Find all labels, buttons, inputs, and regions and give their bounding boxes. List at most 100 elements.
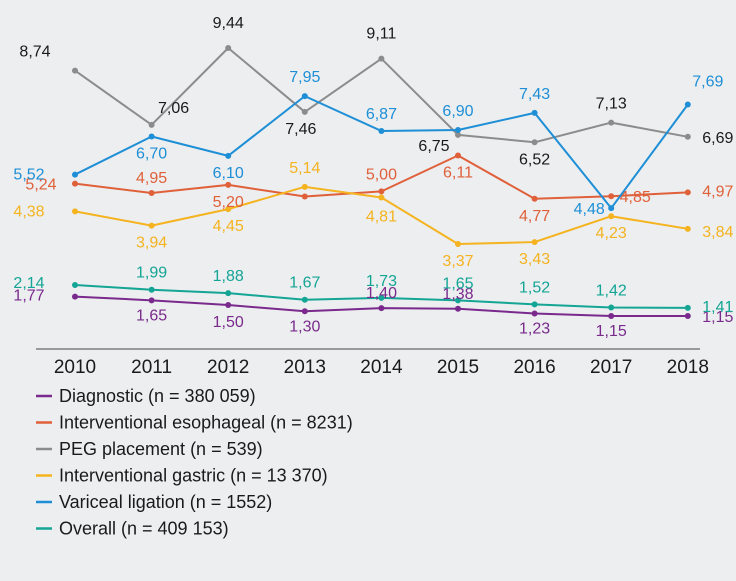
data-point-diagnostic: [301, 308, 308, 315]
x-tick-label: 2017: [590, 357, 632, 378]
data-point-interventional-esophageal: [608, 193, 615, 200]
data-point-interventional-esophageal: [378, 188, 385, 195]
data-label-diagnostic: 1,65: [136, 307, 167, 324]
data-label-interventional-esophageal: 5,00: [366, 166, 397, 183]
data-point-variceal-ligation: [301, 93, 308, 100]
data-point-overall: [72, 282, 78, 288]
data-label-variceal-ligation: 7,95: [289, 69, 320, 86]
data-point-overall: [301, 296, 308, 303]
data-label-peg-placement: 9,44: [213, 15, 244, 32]
data-label-variceal-ligation: 6,87: [366, 106, 397, 123]
data-label-interventional-gastric: 4,38: [13, 203, 44, 220]
data-point-peg-placement: [225, 45, 232, 51]
legend-label: Diagnostic (n = 380 059): [59, 386, 256, 406]
x-tick-label: 2016: [513, 357, 555, 378]
data-point-overall: [148, 286, 155, 293]
data-point-variceal-ligation: [378, 127, 385, 134]
data-label-overall: 1,73: [366, 273, 397, 290]
data-label-diagnostic: 1,23: [519, 320, 550, 337]
data-point-peg-placement: [148, 121, 155, 128]
data-label-overall: 1,65: [442, 275, 473, 292]
data-label-diagnostic: 1,40: [366, 285, 397, 302]
data-point-overall: [225, 290, 232, 297]
data-label-interventional-esophageal: 6,11: [443, 165, 473, 182]
data-label-peg-placement: 8,74: [19, 44, 50, 61]
data-point-diagnostic: [531, 310, 538, 317]
data-point-peg-placement: [72, 67, 78, 74]
data-point-diagnostic: [378, 305, 385, 312]
data-label-interventional-esophageal: 4,85: [620, 189, 651, 206]
data-point-overall: [684, 304, 691, 311]
data-point-overall: [531, 301, 538, 308]
data-point-interventional-gastric: [301, 183, 308, 190]
data-label-diagnostic: 1,50: [213, 314, 244, 331]
data-point-variceal-ligation: [684, 101, 691, 108]
data-label-interventional-esophageal: 4,77: [519, 208, 550, 225]
data-point-diagnostic: [684, 313, 691, 319]
data-label-variceal-ligation: 6,90: [442, 103, 473, 120]
data-point-interventional-esophageal: [455, 152, 461, 159]
data-point-peg-placement: [455, 131, 461, 138]
data-label-interventional-gastric: 3,94: [136, 235, 167, 252]
data-label-interventional-gastric: 4,23: [596, 225, 627, 242]
data-point-overall: [455, 297, 461, 304]
data-label-overall: 1,52: [519, 279, 550, 296]
data-point-diagnostic: [225, 302, 232, 309]
data-point-interventional-gastric: [455, 241, 461, 247]
data-label-peg-placement: 7,13: [596, 96, 627, 113]
data-point-variceal-ligation: [608, 205, 615, 212]
data-label-diagnostic: 1,30: [289, 318, 320, 335]
x-tick-label: 2012: [207, 357, 249, 378]
data-label-variceal-ligation: 6,70: [136, 145, 167, 162]
data-label-diagnostic: 1,15: [702, 309, 733, 326]
data-label-interventional-esophageal: 5,24: [25, 177, 56, 194]
data-label-variceal-ligation: 5,52: [13, 167, 44, 184]
data-label-interventional-gastric: 5,14: [289, 160, 320, 177]
data-label-diagnostic: 1,15: [596, 323, 627, 340]
data-label-diagnostic: 1,38: [442, 286, 473, 303]
legend-label: Interventional esophageal (n = 8231): [59, 413, 353, 433]
data-label-interventional-gastric: 3,84: [702, 224, 733, 241]
data-label-overall: 2,14: [13, 275, 44, 292]
data-label-peg-placement: 7,46: [285, 121, 316, 138]
data-label-overall: 1,41: [702, 299, 733, 316]
data-point-interventional-gastric: [72, 208, 78, 215]
data-label-interventional-gastric: 3,37: [442, 253, 473, 270]
data-point-peg-placement: [684, 133, 691, 140]
legend-label: PEG placement (n = 539): [59, 439, 263, 459]
data-label-interventional-gastric: 3,43: [519, 251, 550, 268]
data-point-diagnostic: [455, 305, 461, 312]
data-point-peg-placement: [301, 108, 308, 115]
data-point-variceal-ligation: [148, 133, 155, 140]
data-point-interventional-esophageal: [531, 195, 538, 202]
data-label-peg-placement: 7,06: [158, 100, 189, 117]
x-tick-label: 2015: [437, 357, 479, 378]
data-point-peg-placement: [531, 139, 538, 146]
data-label-interventional-esophageal: 4,97: [702, 183, 733, 200]
data-point-interventional-gastric: [148, 222, 155, 229]
data-label-peg-placement: 6,75: [418, 138, 449, 155]
data-point-overall: [608, 304, 615, 311]
legend-label: Variceal ligation (n = 1552): [59, 492, 272, 512]
data-point-interventional-gastric: [225, 206, 232, 213]
data-label-variceal-ligation: 7,43: [519, 86, 550, 103]
data-point-diagnostic: [148, 297, 155, 304]
data-point-interventional-gastric: [684, 225, 691, 232]
x-tick-label: 2010: [54, 357, 96, 378]
legend-label: Overall (n = 409 153): [59, 519, 229, 539]
data-point-interventional-gastric: [378, 194, 385, 201]
data-point-diagnostic: [608, 313, 615, 319]
data-point-interventional-gastric: [608, 213, 615, 220]
data-point-peg-placement: [608, 119, 615, 126]
data-label-overall: 1,42: [596, 283, 627, 300]
data-point-overall: [378, 294, 385, 301]
data-label-overall: 1,67: [289, 275, 320, 292]
data-point-variceal-ligation: [225, 152, 232, 159]
data-point-peg-placement: [378, 55, 385, 62]
data-label-peg-placement: 6,52: [519, 151, 550, 168]
data-label-diagnostic: 1,77: [13, 288, 44, 305]
x-tick-label: 2018: [667, 357, 709, 378]
data-label-overall: 1,99: [136, 265, 167, 282]
